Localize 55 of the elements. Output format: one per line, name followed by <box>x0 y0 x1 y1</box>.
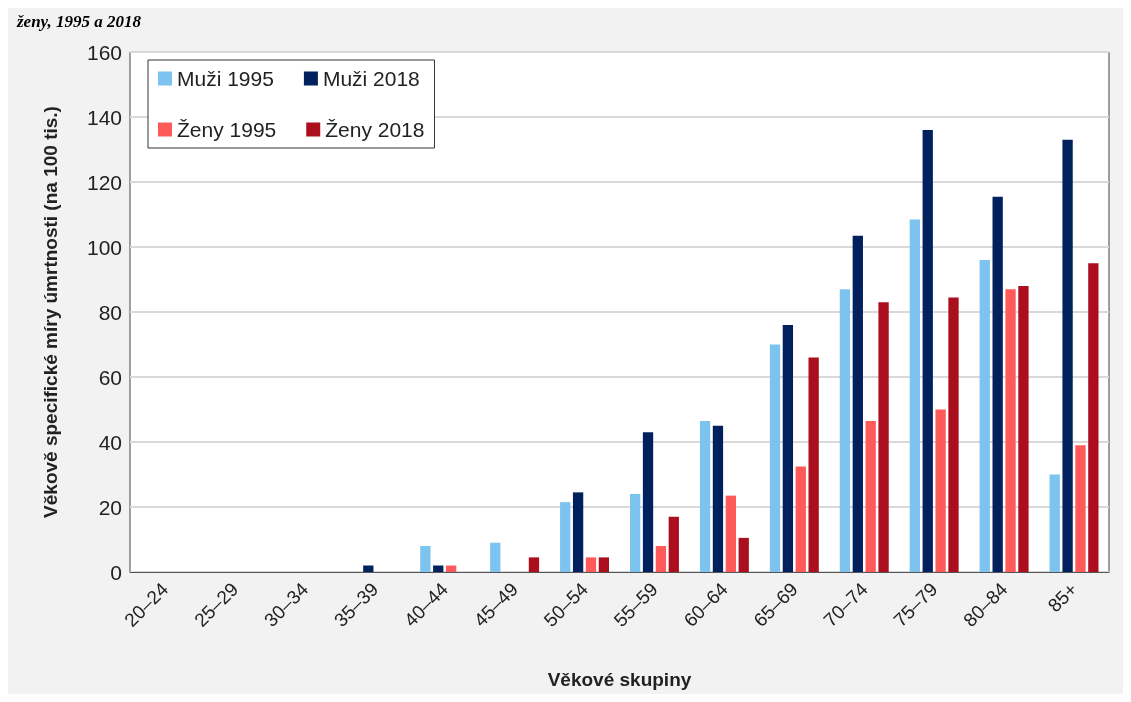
legend-label: Ženy 2018 <box>325 118 425 141</box>
bar <box>795 466 806 572</box>
bar <box>1062 139 1073 572</box>
y-tick-label: 100 <box>86 235 122 259</box>
bar <box>909 219 921 572</box>
bar <box>420 546 431 572</box>
y-axis-title: Věkově specifické míry úmrtnosti (na 100 tis.) <box>40 106 61 518</box>
bar <box>852 235 863 572</box>
bar <box>1088 263 1099 572</box>
chart-title: ženy, 1995 a 2018 <box>16 12 142 31</box>
bar <box>738 537 749 572</box>
legend-label: Muži 1995 <box>177 67 274 90</box>
bar <box>433 565 444 572</box>
bar <box>585 557 597 572</box>
bar <box>769 344 781 572</box>
bar <box>712 425 724 572</box>
bar <box>598 557 610 572</box>
bar <box>528 557 540 572</box>
bar <box>878 302 889 572</box>
bar <box>948 297 959 572</box>
x-axis-title: Věkové skupiny <box>547 669 692 690</box>
bar <box>642 432 654 572</box>
legend-label: Ženy 1995 <box>177 118 277 141</box>
bar <box>629 494 641 572</box>
bar <box>935 409 946 572</box>
bar <box>839 289 851 572</box>
y-tick-label: 120 <box>86 170 122 194</box>
bar <box>668 516 679 572</box>
bar <box>490 542 501 572</box>
bar <box>655 546 667 572</box>
bar <box>808 357 819 572</box>
bar <box>865 420 876 572</box>
y-tick-label: 20 <box>98 495 122 519</box>
bar <box>1018 286 1029 572</box>
bar <box>1075 445 1086 572</box>
bar <box>363 565 374 572</box>
y-tick-label: 140 <box>86 105 122 129</box>
y-tick-label: 60 <box>98 365 122 389</box>
x-tick-label: 85+ <box>1043 578 1082 617</box>
bar <box>560 502 571 572</box>
bar <box>699 420 711 572</box>
bar <box>725 495 736 572</box>
bar <box>445 565 457 572</box>
bar <box>1049 474 1060 572</box>
y-tick-label: 160 <box>86 40 122 64</box>
y-tick-label: 40 <box>98 430 122 454</box>
y-tick-label: 0 <box>110 560 122 584</box>
bar <box>1005 289 1016 572</box>
bar <box>782 325 794 572</box>
bar <box>922 130 933 572</box>
bar <box>979 260 990 572</box>
y-tick-label: 80 <box>98 300 122 324</box>
bar <box>572 492 584 572</box>
legend-label: Muži 2018 <box>322 67 420 90</box>
bar <box>992 196 1003 572</box>
